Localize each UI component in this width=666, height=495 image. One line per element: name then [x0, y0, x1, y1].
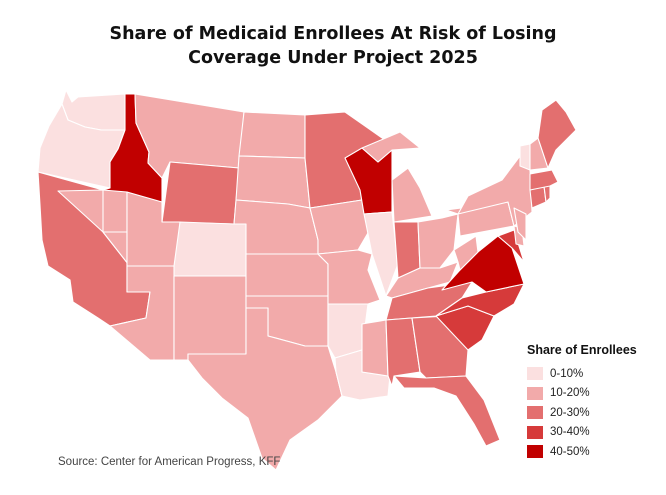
legend: Share of Enrollees 0-10% 10-20% 20-30% 3…	[527, 343, 637, 462]
state-md	[497, 229, 525, 263]
state-wv	[453, 235, 479, 271]
state-vt	[519, 143, 531, 171]
state-ms	[361, 319, 389, 377]
state-me	[537, 99, 577, 169]
state-mo	[317, 249, 381, 305]
legend-swatch	[527, 367, 543, 381]
state-nd	[238, 111, 306, 159]
source-note: Source: Center for American Progress, KF…	[58, 456, 281, 468]
legend-item: 0-10%	[527, 364, 637, 384]
state-ks	[245, 253, 329, 297]
state-tx	[187, 307, 343, 471]
state-il	[363, 211, 399, 297]
state-ma	[529, 169, 559, 191]
state-ne	[233, 199, 319, 255]
legend-item: 30-40%	[527, 423, 637, 443]
legend-label: 20-30%	[550, 406, 590, 419]
legend-label: 30-40%	[550, 426, 590, 439]
chart-title: Share of Medicaid Enrollees At Risk of L…	[0, 22, 666, 70]
legend-swatch	[527, 425, 543, 439]
state-oh	[417, 213, 459, 269]
legend-label: 0-10%	[550, 367, 584, 380]
state-co	[173, 221, 247, 277]
legend-label: 40-50%	[550, 445, 590, 458]
legend-swatch	[527, 386, 543, 400]
legend-title: Share of Enrollees	[527, 343, 637, 357]
state-fl	[393, 375, 501, 447]
state-sd	[235, 155, 311, 209]
state-wy	[161, 161, 240, 225]
legend-item: 20-30%	[527, 403, 637, 423]
legend-item: 40-50%	[527, 442, 637, 462]
chart-title-line-1: Share of Medicaid Enrollees At Risk of L…	[109, 24, 557, 44]
legend-label: 10-20%	[550, 387, 590, 400]
state-nj	[513, 207, 527, 241]
state-nm	[173, 275, 247, 361]
state-nc	[435, 283, 525, 317]
legend-item: 10-20%	[527, 384, 637, 404]
state-mi	[361, 131, 433, 223]
states-layer	[37, 89, 577, 471]
legend-swatch	[527, 406, 543, 420]
chart-title-line-2: Coverage Under Project 2025	[188, 48, 478, 68]
legend-swatch	[527, 445, 543, 459]
